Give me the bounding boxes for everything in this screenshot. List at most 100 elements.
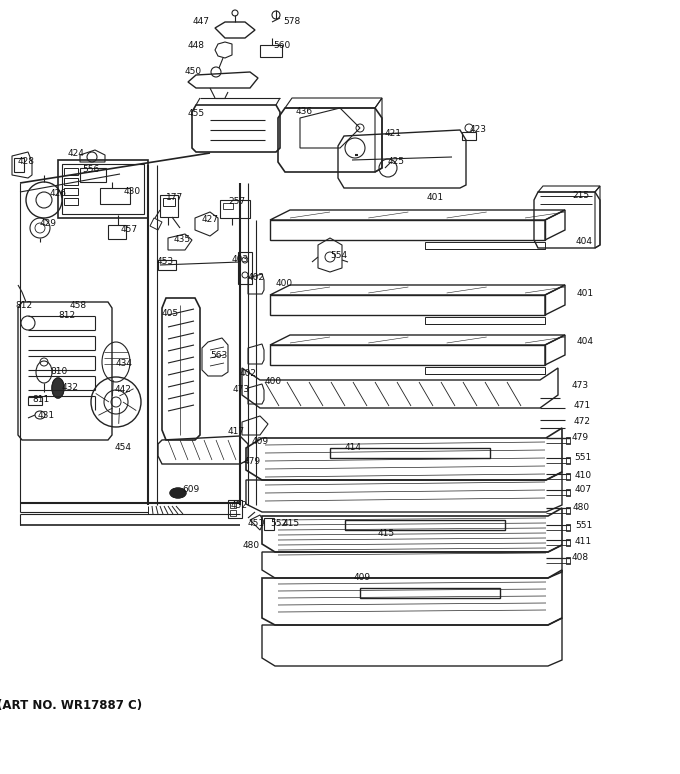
Text: 431: 431 — [38, 410, 55, 420]
Text: 563: 563 — [210, 351, 227, 361]
Text: 556: 556 — [82, 165, 99, 173]
Bar — [228, 500, 242, 518]
Text: 480: 480 — [243, 540, 260, 550]
Text: 425: 425 — [388, 156, 405, 166]
Text: 479: 479 — [572, 433, 589, 443]
Text: 436: 436 — [296, 108, 313, 117]
Bar — [264, 518, 274, 530]
Text: 423: 423 — [470, 125, 487, 135]
Text: 402: 402 — [240, 369, 257, 378]
Text: 473: 473 — [233, 385, 250, 395]
Ellipse shape — [52, 378, 64, 398]
Text: 402: 402 — [248, 272, 265, 282]
Bar — [62, 164, 144, 214]
Text: 430: 430 — [124, 187, 141, 196]
Text: 472: 472 — [574, 417, 591, 426]
Text: 457: 457 — [121, 224, 138, 234]
Text: 812: 812 — [58, 310, 75, 320]
Bar — [260, 45, 282, 57]
Bar — [163, 198, 175, 206]
Text: 450: 450 — [185, 67, 202, 77]
Bar — [28, 397, 42, 405]
Text: 560: 560 — [273, 42, 290, 50]
Text: 415: 415 — [378, 529, 395, 539]
Text: 552: 552 — [270, 519, 287, 529]
Bar — [425, 242, 545, 249]
Text: 427: 427 — [202, 214, 219, 224]
Bar — [425, 367, 545, 374]
Text: 400: 400 — [265, 378, 282, 386]
Bar — [64, 178, 78, 185]
Bar — [566, 539, 570, 546]
Bar — [100, 188, 130, 204]
Text: 409: 409 — [354, 574, 371, 583]
Text: 811: 811 — [32, 396, 49, 405]
Text: 471: 471 — [574, 400, 591, 409]
Text: 215: 215 — [572, 190, 589, 200]
Text: 421: 421 — [385, 129, 402, 139]
Text: 405: 405 — [162, 309, 179, 317]
Bar — [566, 524, 570, 531]
Text: 551: 551 — [575, 520, 592, 529]
Bar — [230, 502, 236, 508]
Bar — [220, 200, 250, 218]
Text: 404: 404 — [576, 237, 593, 245]
Bar — [64, 168, 78, 175]
Text: (ART NO. WR17887 C): (ART NO. WR17887 C) — [0, 698, 143, 711]
Text: 434: 434 — [116, 359, 133, 368]
Text: 452: 452 — [231, 502, 248, 511]
Text: 177: 177 — [166, 193, 183, 201]
Text: 403: 403 — [232, 255, 249, 265]
Text: 447: 447 — [193, 18, 210, 26]
Bar — [80, 168, 106, 182]
Text: 455: 455 — [188, 108, 205, 118]
Text: 432: 432 — [62, 383, 79, 392]
Bar — [223, 203, 233, 209]
Text: 810: 810 — [50, 367, 67, 375]
Text: 424: 424 — [68, 149, 85, 159]
Bar — [238, 252, 252, 284]
Text: 411: 411 — [575, 536, 592, 546]
Bar — [330, 448, 490, 458]
Text: 400: 400 — [276, 279, 293, 287]
Text: 442: 442 — [115, 385, 132, 395]
Text: 578: 578 — [283, 18, 301, 26]
Text: 458: 458 — [70, 302, 87, 310]
Bar — [108, 225, 126, 239]
Text: 426: 426 — [50, 190, 67, 198]
Text: 451: 451 — [248, 519, 265, 528]
Text: 401: 401 — [577, 289, 594, 297]
Bar — [566, 489, 570, 496]
Bar — [64, 188, 78, 195]
Bar — [360, 588, 500, 598]
Bar — [158, 260, 176, 270]
Bar — [566, 557, 570, 564]
Text: 408: 408 — [572, 553, 589, 563]
Bar — [566, 457, 570, 464]
Text: 417: 417 — [228, 427, 245, 437]
Text: 401: 401 — [427, 193, 444, 201]
Text: 448: 448 — [188, 42, 205, 50]
Bar — [160, 195, 178, 217]
Text: 257: 257 — [228, 197, 245, 207]
Bar — [345, 520, 505, 530]
Text: 435: 435 — [174, 235, 191, 244]
Text: 454: 454 — [115, 444, 132, 453]
Text: 453: 453 — [157, 258, 174, 266]
Bar — [425, 317, 545, 324]
Bar — [566, 473, 570, 480]
Bar — [462, 132, 476, 140]
Text: 409: 409 — [252, 437, 269, 447]
Text: 404: 404 — [577, 337, 594, 347]
Text: 609: 609 — [182, 485, 199, 495]
Text: 812: 812 — [15, 302, 32, 310]
Text: 428: 428 — [18, 157, 35, 166]
Text: 414: 414 — [345, 444, 362, 453]
Text: 479: 479 — [244, 457, 261, 467]
Text: 480: 480 — [573, 504, 590, 512]
Text: 551: 551 — [574, 454, 591, 463]
Bar — [14, 158, 24, 172]
Text: 429: 429 — [40, 218, 57, 228]
Text: 410: 410 — [575, 471, 592, 480]
Bar — [64, 198, 78, 205]
